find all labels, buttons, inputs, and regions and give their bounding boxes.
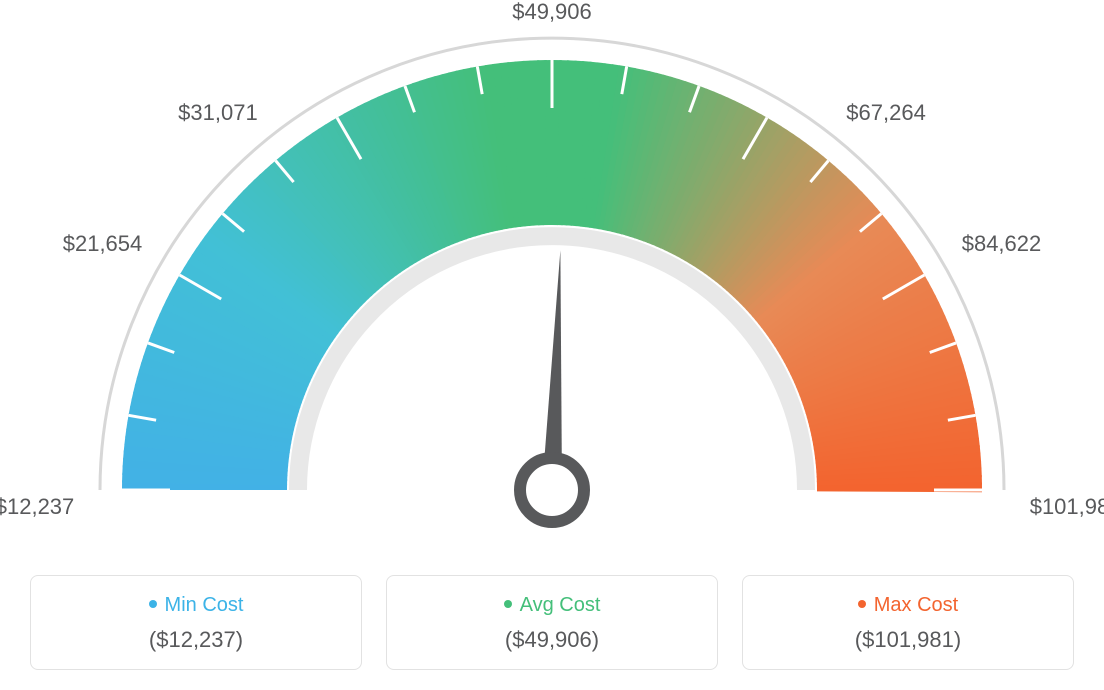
legend-dot-icon (149, 600, 157, 608)
gauge-scale-label: $67,264 (846, 100, 926, 126)
legend-title-avg: Avg Cost (407, 594, 697, 617)
gauge-scale-label: $31,071 (178, 100, 258, 126)
legend-value-min: ($12,237) (51, 627, 341, 653)
gauge-scale-label: $21,654 (63, 231, 143, 257)
legend-title-text: Min Cost (165, 594, 244, 616)
legend-value-max: ($101,981) (763, 627, 1053, 653)
legend-title-min: Min Cost (51, 594, 341, 617)
legend-value-avg: ($49,906) (407, 627, 697, 653)
legend-title-max: Max Cost (763, 594, 1053, 617)
legend-row: Min Cost ($12,237) Avg Cost ($49,906) Max Co… (30, 575, 1074, 670)
legend-title-text: Avg Cost (520, 594, 601, 616)
legend-dot-icon (504, 600, 512, 608)
legend-card-min: Min Cost ($12,237) (30, 575, 362, 670)
gauge-svg (0, 0, 1104, 540)
gauge-scale-label: $84,622 (962, 231, 1042, 257)
legend-title-text: Max Cost (874, 594, 958, 616)
legend-card-avg: Avg Cost ($49,906) (386, 575, 718, 670)
gauge-chart-root: { "gauge": { "type": "gauge", "start_ang… (0, 0, 1104, 690)
gauge-scale-label: $101,981 (1030, 494, 1104, 520)
legend-dot-icon (858, 600, 866, 608)
gauge-scale-label: $49,906 (512, 0, 592, 25)
legend-card-max: Max Cost ($101,981) (742, 575, 1074, 670)
gauge-scale-label: $12,237 (0, 494, 74, 520)
gauge-area: $12,237 $21,654 $31,071 $49,906 $67,264 $84,6… (0, 0, 1104, 540)
needle-hub (520, 458, 584, 522)
